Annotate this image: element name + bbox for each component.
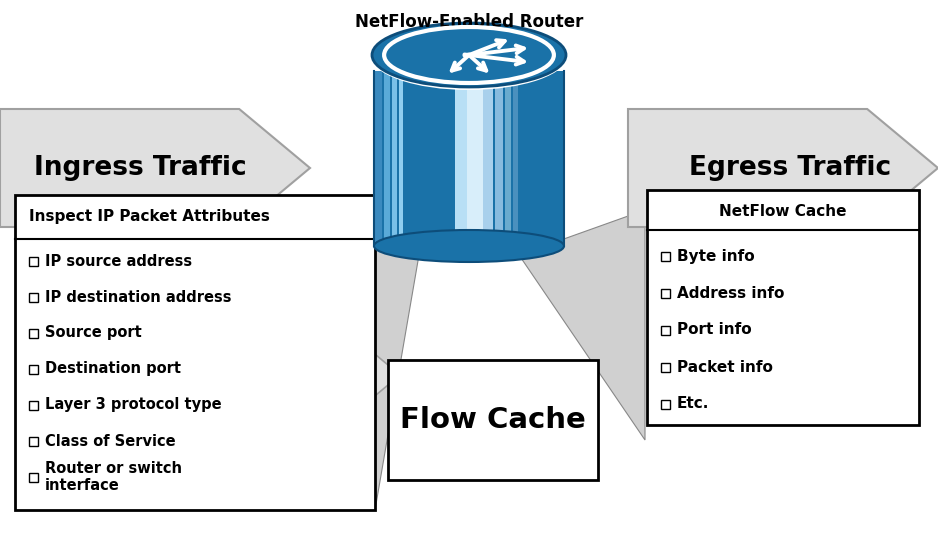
Bar: [647, 190, 919, 425]
Bar: [15, 195, 375, 510]
Bar: [467, 71, 483, 246]
Polygon shape: [295, 338, 400, 413]
Bar: [388, 360, 598, 480]
Bar: [392, 71, 397, 246]
Text: Flow Cache: Flow Cache: [401, 406, 586, 434]
Bar: [399, 71, 403, 246]
Bar: [661, 325, 670, 334]
Text: IP source address: IP source address: [45, 254, 192, 268]
Text: NetFlow Cache: NetFlow Cache: [719, 204, 847, 218]
Ellipse shape: [372, 23, 566, 87]
Bar: [513, 71, 518, 246]
Bar: [29, 472, 38, 482]
Bar: [495, 71, 503, 246]
Text: Packet info: Packet info: [677, 359, 773, 375]
Bar: [29, 401, 38, 409]
Text: Class of Service: Class of Service: [45, 433, 175, 449]
Ellipse shape: [374, 230, 564, 262]
Text: Egress Traffic: Egress Traffic: [688, 155, 891, 181]
Text: Destination port: Destination port: [45, 362, 181, 376]
Bar: [29, 437, 38, 445]
Bar: [661, 363, 670, 371]
Polygon shape: [0, 109, 310, 227]
Text: Ingress Traffic: Ingress Traffic: [34, 155, 247, 181]
Polygon shape: [628, 109, 938, 227]
Bar: [374, 71, 564, 246]
Bar: [661, 400, 670, 408]
Bar: [29, 293, 38, 301]
Bar: [374, 71, 382, 246]
Polygon shape: [519, 210, 645, 440]
Bar: [384, 71, 390, 246]
Bar: [29, 256, 38, 266]
Bar: [661, 251, 670, 261]
Text: IP destination address: IP destination address: [45, 289, 232, 305]
Text: Byte info: Byte info: [677, 249, 755, 263]
Text: Inspect IP Packet Attributes: Inspect IP Packet Attributes: [29, 210, 270, 224]
Bar: [505, 71, 511, 246]
Text: Router or switch
interface: Router or switch interface: [45, 461, 182, 493]
Text: Address info: Address info: [677, 286, 784, 300]
Text: Etc.: Etc.: [677, 396, 709, 412]
Bar: [29, 364, 38, 374]
Bar: [29, 329, 38, 338]
Text: NetFlow-Enabled Router: NetFlow-Enabled Router: [355, 13, 583, 31]
Polygon shape: [375, 195, 419, 510]
Bar: [483, 71, 493, 246]
Text: Port info: Port info: [677, 323, 751, 338]
Text: Source port: Source port: [45, 325, 142, 340]
Bar: [455, 71, 467, 246]
Bar: [661, 288, 670, 298]
Ellipse shape: [370, 20, 568, 90]
Text: Layer 3 protocol type: Layer 3 protocol type: [45, 397, 221, 413]
